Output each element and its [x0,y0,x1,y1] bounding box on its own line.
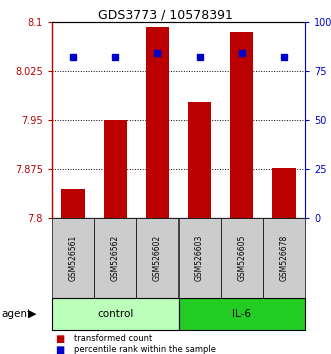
Bar [104,120,127,218]
Text: control: control [97,309,133,319]
Text: transformed count: transformed count [73,334,152,343]
Bar [230,32,253,218]
Text: ▶: ▶ [28,309,36,319]
Text: GSM526605: GSM526605 [237,235,246,281]
Text: ■: ■ [55,346,65,354]
Text: GSM526561: GSM526561 [69,235,77,281]
Bar [188,102,211,218]
Text: percentile rank within the sample: percentile rank within the sample [73,346,215,354]
Bar [146,27,169,218]
Bar [62,189,85,218]
Text: GSM526603: GSM526603 [195,235,204,281]
Text: agent: agent [2,309,32,319]
Text: GDS3773 / 10578391: GDS3773 / 10578391 [98,8,233,21]
Text: ■: ■ [55,334,65,344]
Text: GSM526678: GSM526678 [279,235,288,281]
Text: GSM526562: GSM526562 [111,235,120,281]
Text: IL-6: IL-6 [232,309,251,319]
Bar [272,169,296,218]
Text: GSM526602: GSM526602 [153,235,162,281]
